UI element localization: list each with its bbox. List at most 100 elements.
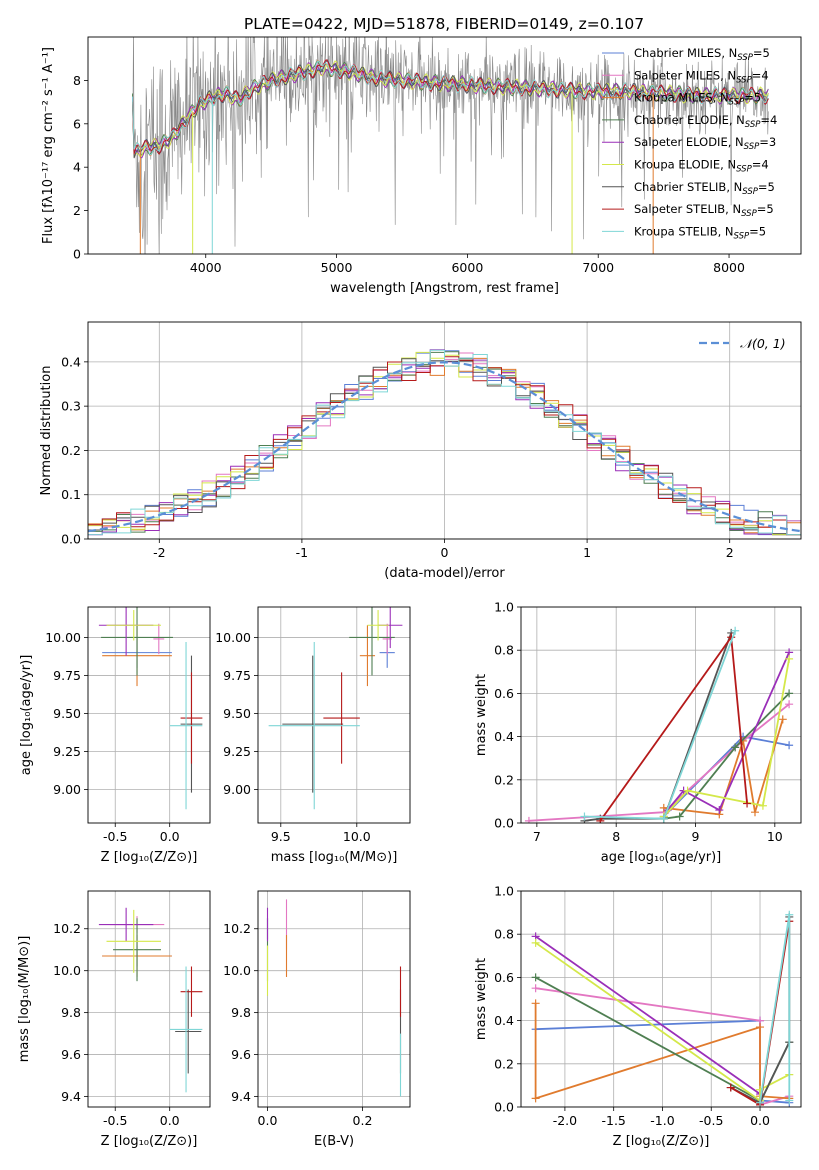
mass-weight-marker	[726, 1083, 735, 1092]
axes-frame	[87, 606, 211, 824]
panel-age-vs-Z: -0.5 0.0 9.00 9.25 9.50 9.75 10.00 Z [log₁₀(Z/Z…	[19, 606, 211, 865]
x-axis-label: mass [log₁₀(M/M⊙)]	[271, 850, 398, 865]
legend-text: Chabrier STELIB, N	[634, 180, 742, 194]
y-tick-label: 9.25	[53, 744, 81, 759]
legend-tail: =4	[760, 113, 777, 127]
y-tick-label: 10.00	[45, 630, 81, 645]
plot-area	[258, 891, 410, 1107]
axes-frame	[87, 321, 802, 540]
y-axis-label: mass weight	[474, 958, 489, 1040]
x-axis-label: Z [log₁₀(Z/Z⊙)]	[101, 1134, 198, 1149]
legend-tail: =5	[758, 180, 775, 194]
mass-weight-marker	[758, 801, 767, 810]
x-tick-label: 9	[692, 829, 700, 844]
legend-sub: SSP	[734, 231, 750, 241]
mass-weight-marker	[743, 799, 752, 808]
x-tick-label: 0	[441, 545, 449, 560]
mass-weight-line	[663, 735, 790, 818]
mass-weight-marker	[580, 812, 589, 821]
y-tick-label: 0.6	[494, 686, 514, 701]
x-tick-label: 7000	[582, 260, 614, 275]
y-tick-label: 9.00	[53, 782, 81, 797]
x-tick-label: 10.0	[343, 829, 371, 844]
y-tick-label: 0.2	[494, 1056, 514, 1071]
x-tick-label: 1	[583, 545, 591, 560]
mass-weight-marker	[731, 626, 740, 635]
y-tick-label: 6	[73, 116, 81, 131]
x-tick-label: 0.0	[258, 1113, 278, 1128]
y-tick-label: 9.6	[231, 1047, 251, 1062]
legend-label: Kroupa STELIB, NSSP=5	[634, 224, 766, 241]
y-tick-label: 9.8	[61, 1005, 81, 1020]
plot-area	[258, 607, 410, 823]
legend-label: Chabrier ELODIE, NSSP=4	[634, 113, 777, 130]
plot-area	[88, 607, 210, 823]
mass-weight-marker	[785, 910, 794, 919]
plot-area	[132, 37, 769, 254]
x-tick-label: 0.0	[160, 1113, 180, 1128]
x-tick-label: 10	[767, 829, 783, 844]
axes-frame	[87, 890, 211, 1108]
x-tick-label: 5000	[321, 260, 353, 275]
x-tick-label: -0.5	[699, 1113, 723, 1128]
y-tick-label: 9.75	[53, 668, 81, 683]
legend-sub: SSP	[729, 98, 745, 108]
legend-sub: SSP	[736, 75, 752, 85]
mass-weight-marker	[531, 1094, 540, 1103]
mass-weight-marker	[731, 743, 740, 752]
y-tick-label: 0.4	[494, 729, 514, 744]
y-tick-label: 9.75	[223, 668, 251, 683]
legend-label: Kroupa MILES, NSSP=5	[634, 91, 761, 108]
y-tick-label: 0.3	[61, 399, 81, 414]
panel-residuals: -2 -1 0 1 2 0.0 0.1 0.2 0.3 0.4 (data-model)/error…	[39, 321, 802, 581]
model-line	[132, 60, 769, 155]
y-axis-label: mass weight	[474, 674, 489, 756]
x-tick-label: 8	[612, 829, 620, 844]
y-tick-label: 4	[73, 160, 81, 175]
legend-tail: =5	[744, 91, 761, 105]
legend-text: Kroupa STELIB, N	[634, 224, 734, 238]
mass-weight-marker	[756, 1023, 765, 1032]
panel-mass-vs-Z: -0.5 0.0 9.4 9.6 9.8 10.0 10.2 Z [log₁₀(Z/Z⊙)] m…	[17, 890, 211, 1149]
x-tick-label: -0.5	[103, 829, 127, 844]
model-line	[132, 60, 769, 156]
panel-massweight-vs-age: 7 8 9 10 0.0 0.2 0.4 0.6 0.8 1.0 age [log₁₀(age/yr…	[474, 600, 802, 865]
y-tick-label: 10.2	[53, 921, 81, 936]
x-tick-label: -2.0	[553, 1113, 577, 1128]
y-tick-label: 9.00	[223, 782, 251, 797]
legend-label: Chabrier STELIB, NSSP=5	[634, 180, 775, 197]
y-tick-label: 0.2	[61, 443, 81, 458]
x-tick-label: 8000	[713, 260, 745, 275]
legend-tail: =4	[752, 68, 769, 82]
mass-weight-line	[759, 914, 791, 1103]
y-tick-label: 0.6	[494, 970, 514, 985]
plot-area	[88, 891, 210, 1107]
mass-weight-line	[584, 630, 737, 820]
legend-sub: SSP	[742, 187, 758, 197]
legend-label: 𝒩(0, 1)	[740, 336, 786, 351]
y-tick-label: 0.0	[494, 816, 514, 831]
plot-layer: 4000 5000 6000 7000 8000 0 2 4 6 8 wavelength [Ang…	[17, 36, 802, 1149]
y-tick-label: 8	[73, 73, 81, 88]
mass-weight-marker	[750, 808, 759, 817]
x-axis-label: (data-model)/error	[384, 566, 505, 581]
legend-text: Salpeter MILES, N	[634, 68, 736, 82]
y-tick-label: 10.0	[223, 963, 251, 978]
x-axis-label: age [log₁₀(age/yr)]	[601, 850, 722, 865]
plot-area	[521, 891, 801, 1107]
y-tick-label: 0	[73, 247, 81, 262]
model-line	[132, 59, 769, 155]
mass-weight-marker	[715, 806, 724, 815]
x-tick-label: 0.0	[160, 829, 180, 844]
mass-weight-line	[535, 942, 790, 1103]
mass-weight-marker	[785, 741, 794, 750]
legend-text: Salpeter ELODIE, N	[634, 135, 744, 149]
y-tick-label: 9.8	[231, 1005, 251, 1020]
mass-weight-marker	[596, 816, 605, 823]
mass-weight-marker	[524, 816, 533, 823]
mass-weight-line	[663, 692, 790, 820]
x-tick-label: 4000	[190, 260, 222, 275]
x-tick-label: 7	[533, 829, 541, 844]
y-tick-label: 9.25	[223, 744, 251, 759]
legend-text: Kroupa MILES, N	[634, 91, 729, 105]
